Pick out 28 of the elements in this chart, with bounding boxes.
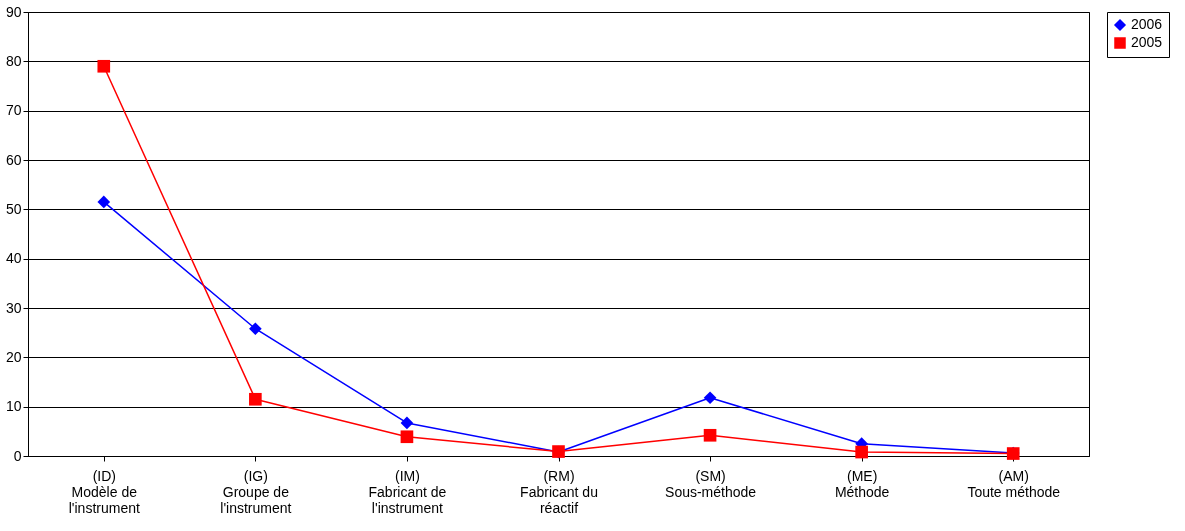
point [249,392,262,406]
x-tick-label: (RM) Fabricant du réactif [520,467,598,516]
y-tick-label: 80 [5,52,22,69]
point [855,445,868,459]
y-tick-label: 40 [5,250,22,267]
legend-label: 2005 [1131,34,1163,50]
x-tick-label: (IM) Fabricant de l'instrument [368,467,447,516]
y-tick-label: 20 [5,348,22,365]
y-tick-label: 10 [5,398,22,415]
y-tick-label: 50 [5,200,22,217]
y-tick-label: 90 [5,3,22,20]
legend-label: 2006 [1131,16,1163,32]
x-tick-label: (ID) Modèle de l'instrument [68,467,140,516]
point [400,430,414,444]
x-tick-label: (AM) Toute méthode [967,467,1061,500]
x-tick-label: (IG) Groupe de l'instrument [220,467,292,516]
point [400,416,414,430]
point [703,391,717,405]
y-tick-label: 60 [5,151,22,168]
point [97,195,111,209]
point [97,59,111,73]
y-tick-label: 70 [5,102,22,119]
y-tick-label: 0 [13,447,22,464]
y-tick-label: 30 [5,299,22,316]
x-tick-label: (SM) Sous-méthode [665,467,757,500]
point [249,322,262,336]
x-tick-label: (ME) Méthode [834,467,890,500]
point [703,428,717,442]
